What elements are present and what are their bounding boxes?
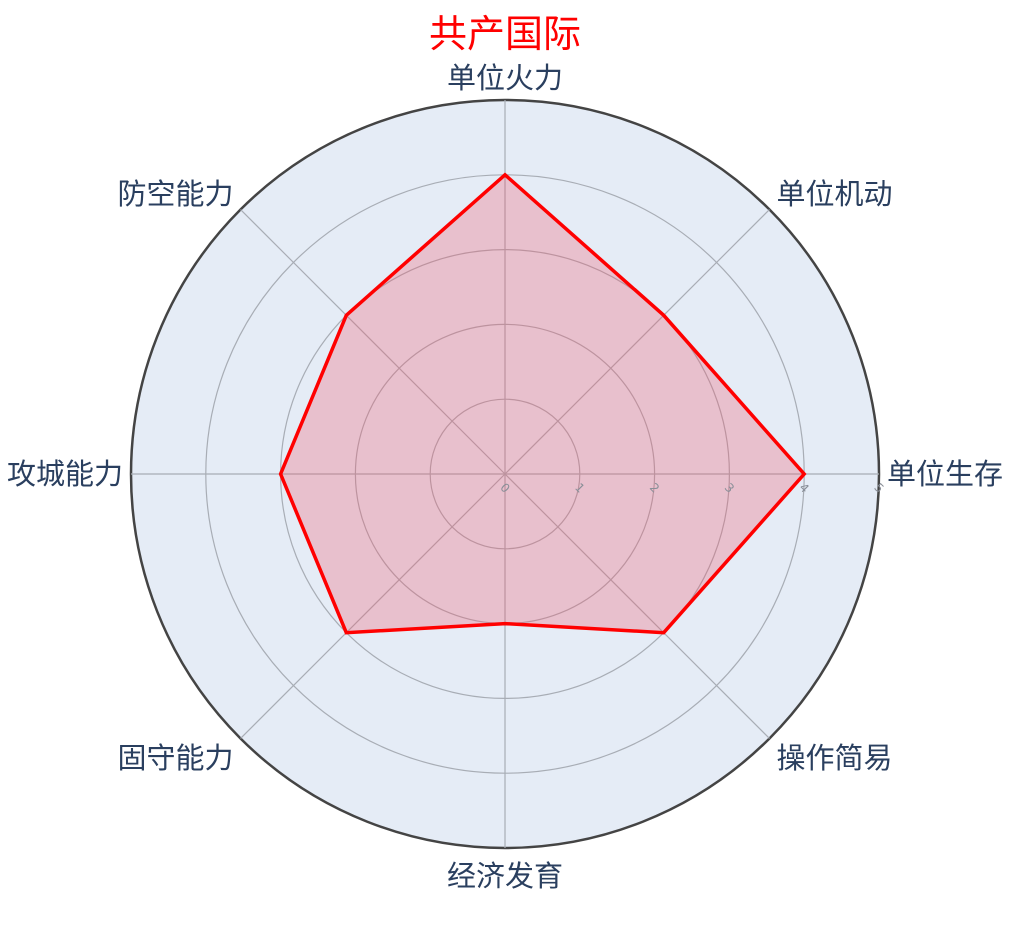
axis-label: 操作简易 (777, 741, 893, 775)
axis-label: 单位生存 (887, 457, 1003, 491)
axis-label: 攻城能力 (7, 457, 123, 491)
chart-title: 共产国际 (429, 12, 581, 56)
data-point (803, 473, 806, 476)
axis-label: 固守能力 (117, 741, 233, 775)
data-point (662, 314, 665, 317)
data-point (345, 314, 348, 317)
data-point (504, 622, 507, 625)
data-point (279, 473, 282, 476)
axis-label: 防空能力 (117, 177, 233, 211)
data-point (504, 173, 507, 176)
axis-label: 经济发育 (447, 859, 563, 893)
data-point (345, 631, 348, 634)
data-point (662, 631, 665, 634)
axis-label: 单位火力 (447, 61, 563, 95)
axis-label: 单位机动 (777, 177, 893, 211)
